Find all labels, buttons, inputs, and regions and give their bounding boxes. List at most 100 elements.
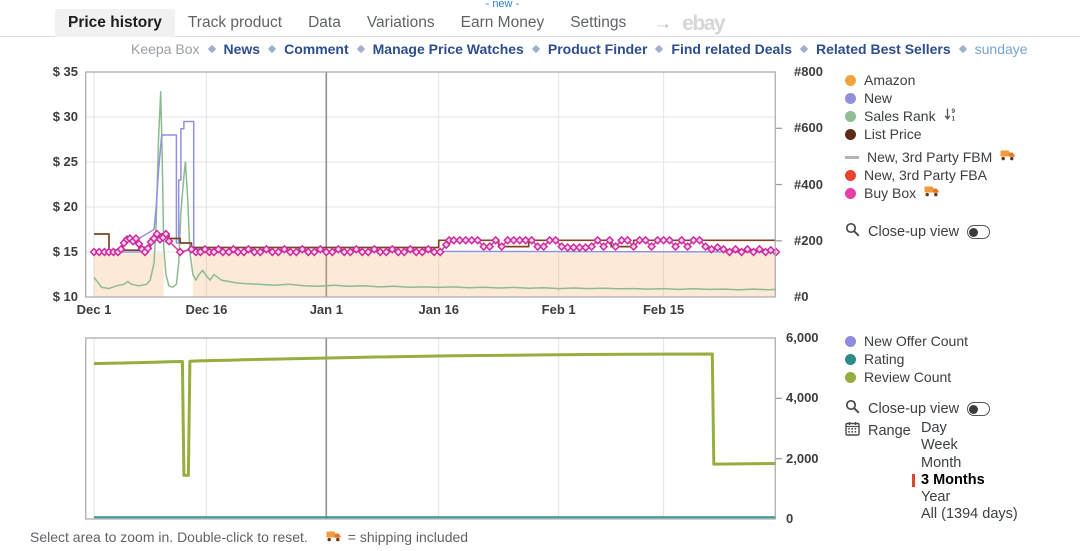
tab-earn-money[interactable]: - new - Earn Money (460, 0, 545, 31)
subnav-link-find-related-deals[interactable]: Find related Deals (671, 41, 793, 57)
range-option-3-months[interactable]: 3 Months (912, 472, 1018, 489)
diamond-separator-icon (356, 44, 365, 54)
date-axis-label: Jan 1 (309, 302, 343, 317)
diamond-separator-icon (207, 44, 216, 54)
rank-axis-label: #200 (794, 232, 823, 248)
arrow-right-icon: → (653, 13, 673, 34)
rank-axis-label: #800 (794, 64, 823, 79)
closeup-view-label: Close-up view (868, 401, 960, 417)
tab-data[interactable]: Data (308, 14, 341, 31)
tab-variations[interactable]: Variations (366, 14, 435, 31)
price-axis-label: $ 20 (52, 199, 78, 214)
ebay-logo[interactable]: ebay (682, 12, 725, 35)
zoom-hint: Select area to zoom in. Double-click to … (30, 529, 308, 545)
toggle-knob (969, 227, 979, 237)
truck-icon (326, 529, 342, 545)
legend-item-amazon[interactable]: Amazon (845, 71, 1016, 89)
range-option-month[interactable]: Month (921, 454, 962, 471)
range-option-week[interactable]: Week (921, 437, 958, 454)
range-control: Range (845, 421, 911, 441)
closeup-toggle[interactable] (967, 225, 991, 239)
subnav-link-product-finder[interactable]: Product Finder (547, 41, 648, 57)
subnav-link-manage-price-watches[interactable]: Manage Price Watches (372, 41, 524, 57)
chart-footer: Select area to zoom in. Double-click to … (30, 529, 468, 545)
subnav-link-comment[interactable]: Comment (284, 41, 349, 57)
rank-axis-label: #0 (794, 289, 809, 304)
legend-label: New, 3rd Party FBM (867, 149, 993, 165)
legend-label: Buy Box (864, 185, 917, 201)
count-axis-label: 6,000 (786, 330, 819, 345)
legend-item-review-count[interactable]: Review Count (845, 368, 968, 386)
price-axis-label: $ 30 (52, 109, 78, 124)
dot-swatch-icon (845, 74, 856, 86)
new-badge: - new - (485, 0, 520, 10)
date-axis-label: Feb 1 (541, 302, 576, 317)
truck-icon (924, 184, 940, 202)
dot-swatch-icon (845, 371, 856, 383)
tab-bar: Price history Track product Data Variati… (0, 0, 1080, 37)
subnav-keepa-box[interactable]: Keepa Box (131, 41, 200, 57)
range-option-all-1394-days-[interactable]: All (1394 days) (921, 506, 1018, 523)
diamond-separator-icon (531, 44, 541, 54)
legend-label: New (864, 90, 893, 106)
legend-item-sales-rank[interactable]: Sales Rank 9 1 (845, 107, 1016, 125)
tab-track-product[interactable]: Track product (187, 14, 283, 31)
range-option-day[interactable]: Day (921, 420, 947, 436)
truck-icon (1000, 148, 1016, 166)
subnav-link-related-best-sellers[interactable]: Related Best Sellers (816, 41, 951, 57)
legend-item-rating[interactable]: Rating (845, 350, 968, 368)
tabbar-divider (0, 36, 1080, 37)
subnav-link-news[interactable]: News (223, 41, 261, 57)
rank-axis-label: #600 (794, 120, 823, 136)
dot-swatch-icon (845, 187, 856, 199)
legend-label: Review Count (864, 369, 952, 385)
range-option-year[interactable]: Year (921, 489, 951, 506)
closeup-view-label: Close-up view (868, 224, 960, 240)
tab-price-history[interactable]: Price history (55, 9, 175, 37)
legend-label: List Price (864, 126, 922, 142)
date-axis-label: Dec 16 (185, 302, 228, 317)
dot-swatch-icon (845, 128, 856, 140)
dot-swatch-icon (845, 335, 856, 347)
count-axis-label: 0 (786, 511, 794, 526)
price-axis-label: $ 15 (52, 244, 78, 259)
legend-item-buy-box[interactable]: Buy Box (845, 184, 1016, 202)
legend-item-new-offer-count[interactable]: New Offer Count (845, 332, 968, 350)
legend-label: New Offer Count (864, 333, 969, 349)
price-axis-label: $ 35 (52, 64, 78, 79)
closeup-toggle[interactable] (967, 402, 991, 416)
legend-label: Sales Rank (864, 108, 936, 124)
legend-item-list-price[interactable]: List Price (845, 125, 1016, 143)
date-axis-label: Feb 15 (642, 302, 685, 317)
legend-item-new-3rd-party-fbm[interactable]: New, 3rd Party FBM (845, 148, 1016, 166)
shipping-note: = shipping included (347, 529, 469, 545)
date-axis-label: Jan 16 (418, 302, 459, 317)
diamond-separator-icon (655, 44, 664, 54)
legend-label: Amazon (864, 72, 916, 88)
subnav-user-link[interactable]: sundaye (974, 41, 1028, 57)
rank-axis-label: #400 (794, 176, 823, 192)
legend-item-new[interactable]: New (845, 89, 1016, 107)
dot-swatch-icon (845, 110, 856, 122)
toggle-knob (969, 404, 979, 414)
closeup-control-bottom: Close-up view (845, 399, 991, 419)
range-label: Range (868, 423, 911, 439)
review-count-chart[interactable] (85, 336, 785, 523)
svg-text:9: 9 (951, 108, 955, 115)
legend-item-new-3rd-party-fba[interactable]: New, 3rd Party FBA (845, 166, 1016, 184)
magnifier-icon (845, 222, 860, 242)
price-axis-label: $ 25 (52, 154, 78, 169)
tab-settings[interactable]: Settings (570, 14, 627, 31)
count-axis-label: 2,000 (786, 450, 819, 466)
calendar-icon (845, 421, 860, 441)
dot-swatch-icon (845, 92, 856, 104)
date-axis-label: Dec 1 (76, 302, 112, 317)
dot-swatch-icon (845, 169, 856, 181)
price-history-chart[interactable] (85, 70, 785, 302)
legend-label: New, 3rd Party FBA (864, 167, 987, 183)
svg-text:1: 1 (951, 115, 955, 121)
price-axis-label: $ 10 (52, 289, 78, 304)
magnifier-icon (845, 399, 860, 419)
diamond-separator-icon (958, 44, 967, 54)
